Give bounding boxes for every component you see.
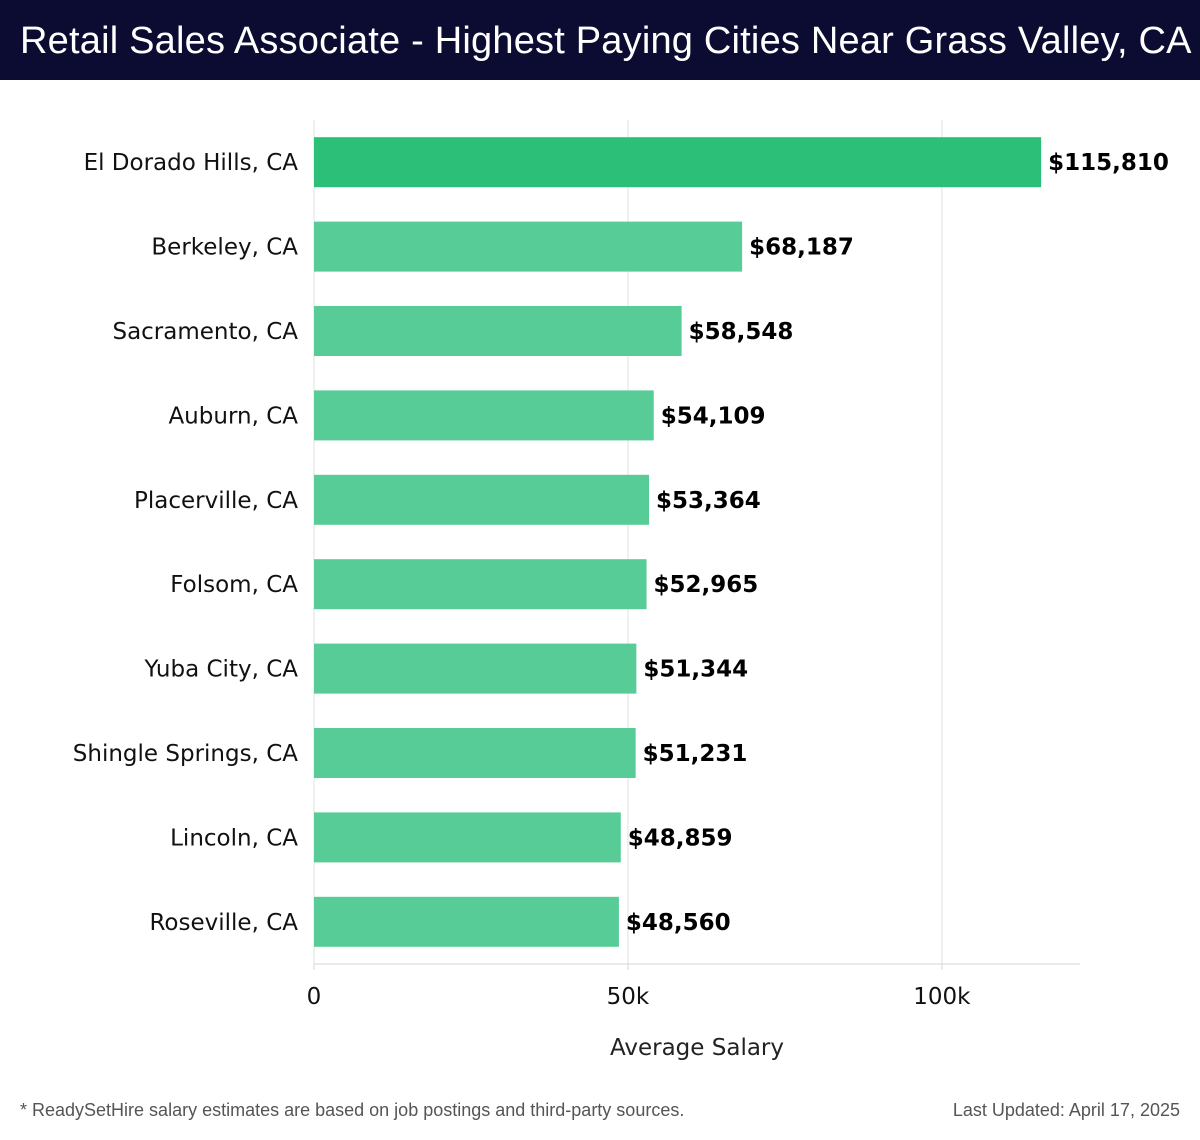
- bar: [314, 728, 636, 778]
- bar: [314, 306, 682, 356]
- bar: [314, 474, 650, 525]
- bar: [314, 390, 654, 441]
- category-label: Lincoln, CA: [170, 825, 298, 851]
- bar: [314, 221, 743, 272]
- footer-note: * ReadySetHire salary estimates are base…: [20, 1100, 685, 1120]
- value-label: $52,965: [654, 572, 759, 598]
- value-label: $68,187: [749, 235, 854, 261]
- x-tick-label: 50k: [607, 984, 650, 1010]
- bar: [314, 643, 637, 694]
- value-label: $51,344: [643, 657, 748, 683]
- category-label: Shingle Springs, CA: [73, 741, 298, 767]
- x-tick-label: 100k: [913, 984, 971, 1010]
- bar: [314, 137, 1042, 188]
- category-label: Sacramento, CA: [112, 319, 298, 345]
- category-label: Auburn, CA: [168, 403, 298, 429]
- category-label: Folsom, CA: [170, 572, 298, 598]
- x-axis-title: Average Salary: [610, 1035, 784, 1061]
- category-label: Placerville, CA: [134, 488, 298, 514]
- chart-header: Retail Sales Associate - Highest Paying …: [0, 0, 1200, 80]
- value-label: $48,560: [626, 910, 731, 936]
- value-label: $51,231: [643, 741, 748, 767]
- value-label: $115,810: [1048, 150, 1169, 176]
- category-label: Yuba City, CA: [144, 657, 299, 683]
- salary-bar-chart: El Dorado Hills, CA $115,810 Berkeley, CA $…: [73, 120, 1169, 1061]
- value-label: $53,364: [656, 488, 761, 514]
- chart-title: Retail Sales Associate - Highest Paying …: [20, 20, 1192, 62]
- value-label: $58,548: [689, 319, 794, 345]
- footer-updated: Last Updated: April 17, 2025: [952, 1100, 1180, 1120]
- bar: [314, 812, 621, 863]
- bar: [314, 896, 619, 947]
- bar: [314, 559, 647, 610]
- category-label: Roseville, CA: [149, 910, 298, 936]
- value-label: $54,109: [661, 403, 766, 429]
- value-label: $48,859: [628, 825, 733, 851]
- category-label: Berkeley, CA: [151, 235, 298, 261]
- category-label: El Dorado Hills, CA: [84, 150, 299, 176]
- x-tick-label: 0: [307, 984, 322, 1010]
